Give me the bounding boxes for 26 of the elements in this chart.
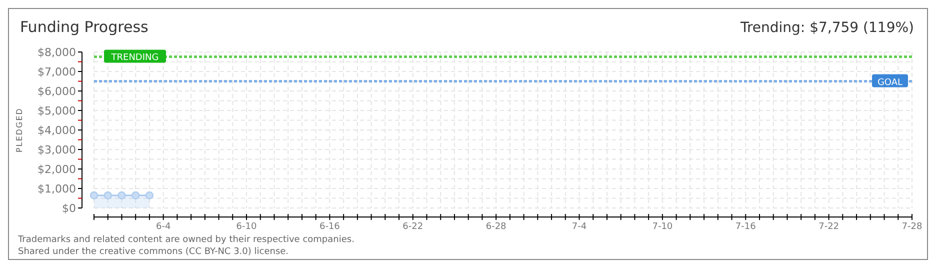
chart-title: Funding Progress (20, 18, 149, 36)
x-tick-label: 6-16 (319, 222, 340, 232)
y-tick-label: $1,000 (38, 182, 76, 196)
y-tick-label: $3,000 (38, 144, 76, 156)
text: Trademarks and related content are owned by their respective companies. (17, 235, 354, 245)
text: Shared under the creative commons (CC BY-NC 3.0) license. (18, 247, 289, 257)
x-tick-label: 7-4 (572, 222, 587, 232)
x-tick-label: 6-28 (486, 222, 507, 232)
ref-line-label: GOAL (877, 78, 903, 88)
x-tick-label: 7-22 (818, 222, 840, 232)
x-tick-label: 6-4 (156, 222, 171, 232)
y-tick-label: $8,000 (38, 46, 76, 59)
ref-line-label: TRENDING (110, 53, 159, 64)
y-axis-title: PLEDGED (15, 108, 24, 152)
x-tick-label: 7-28 (902, 222, 922, 232)
y-tick-label: $4,000 (38, 124, 76, 137)
chart-subtitle: Trending: $7,759 (119%) (739, 20, 914, 36)
y-tick-label: $0 (62, 202, 76, 215)
y-tick-label: $7,000 (38, 66, 76, 78)
y-tick-label: $6,000 (38, 85, 76, 98)
y-tick-label: $5,000 (38, 104, 76, 118)
x-tick-label: 6-22 (402, 222, 424, 232)
x-tick-label: 6-10 (236, 222, 257, 232)
x-tick-label: 7-16 (735, 222, 756, 232)
y-tick-label: $2,000 (38, 163, 76, 176)
x-tick-label: 7-10 (652, 222, 673, 232)
